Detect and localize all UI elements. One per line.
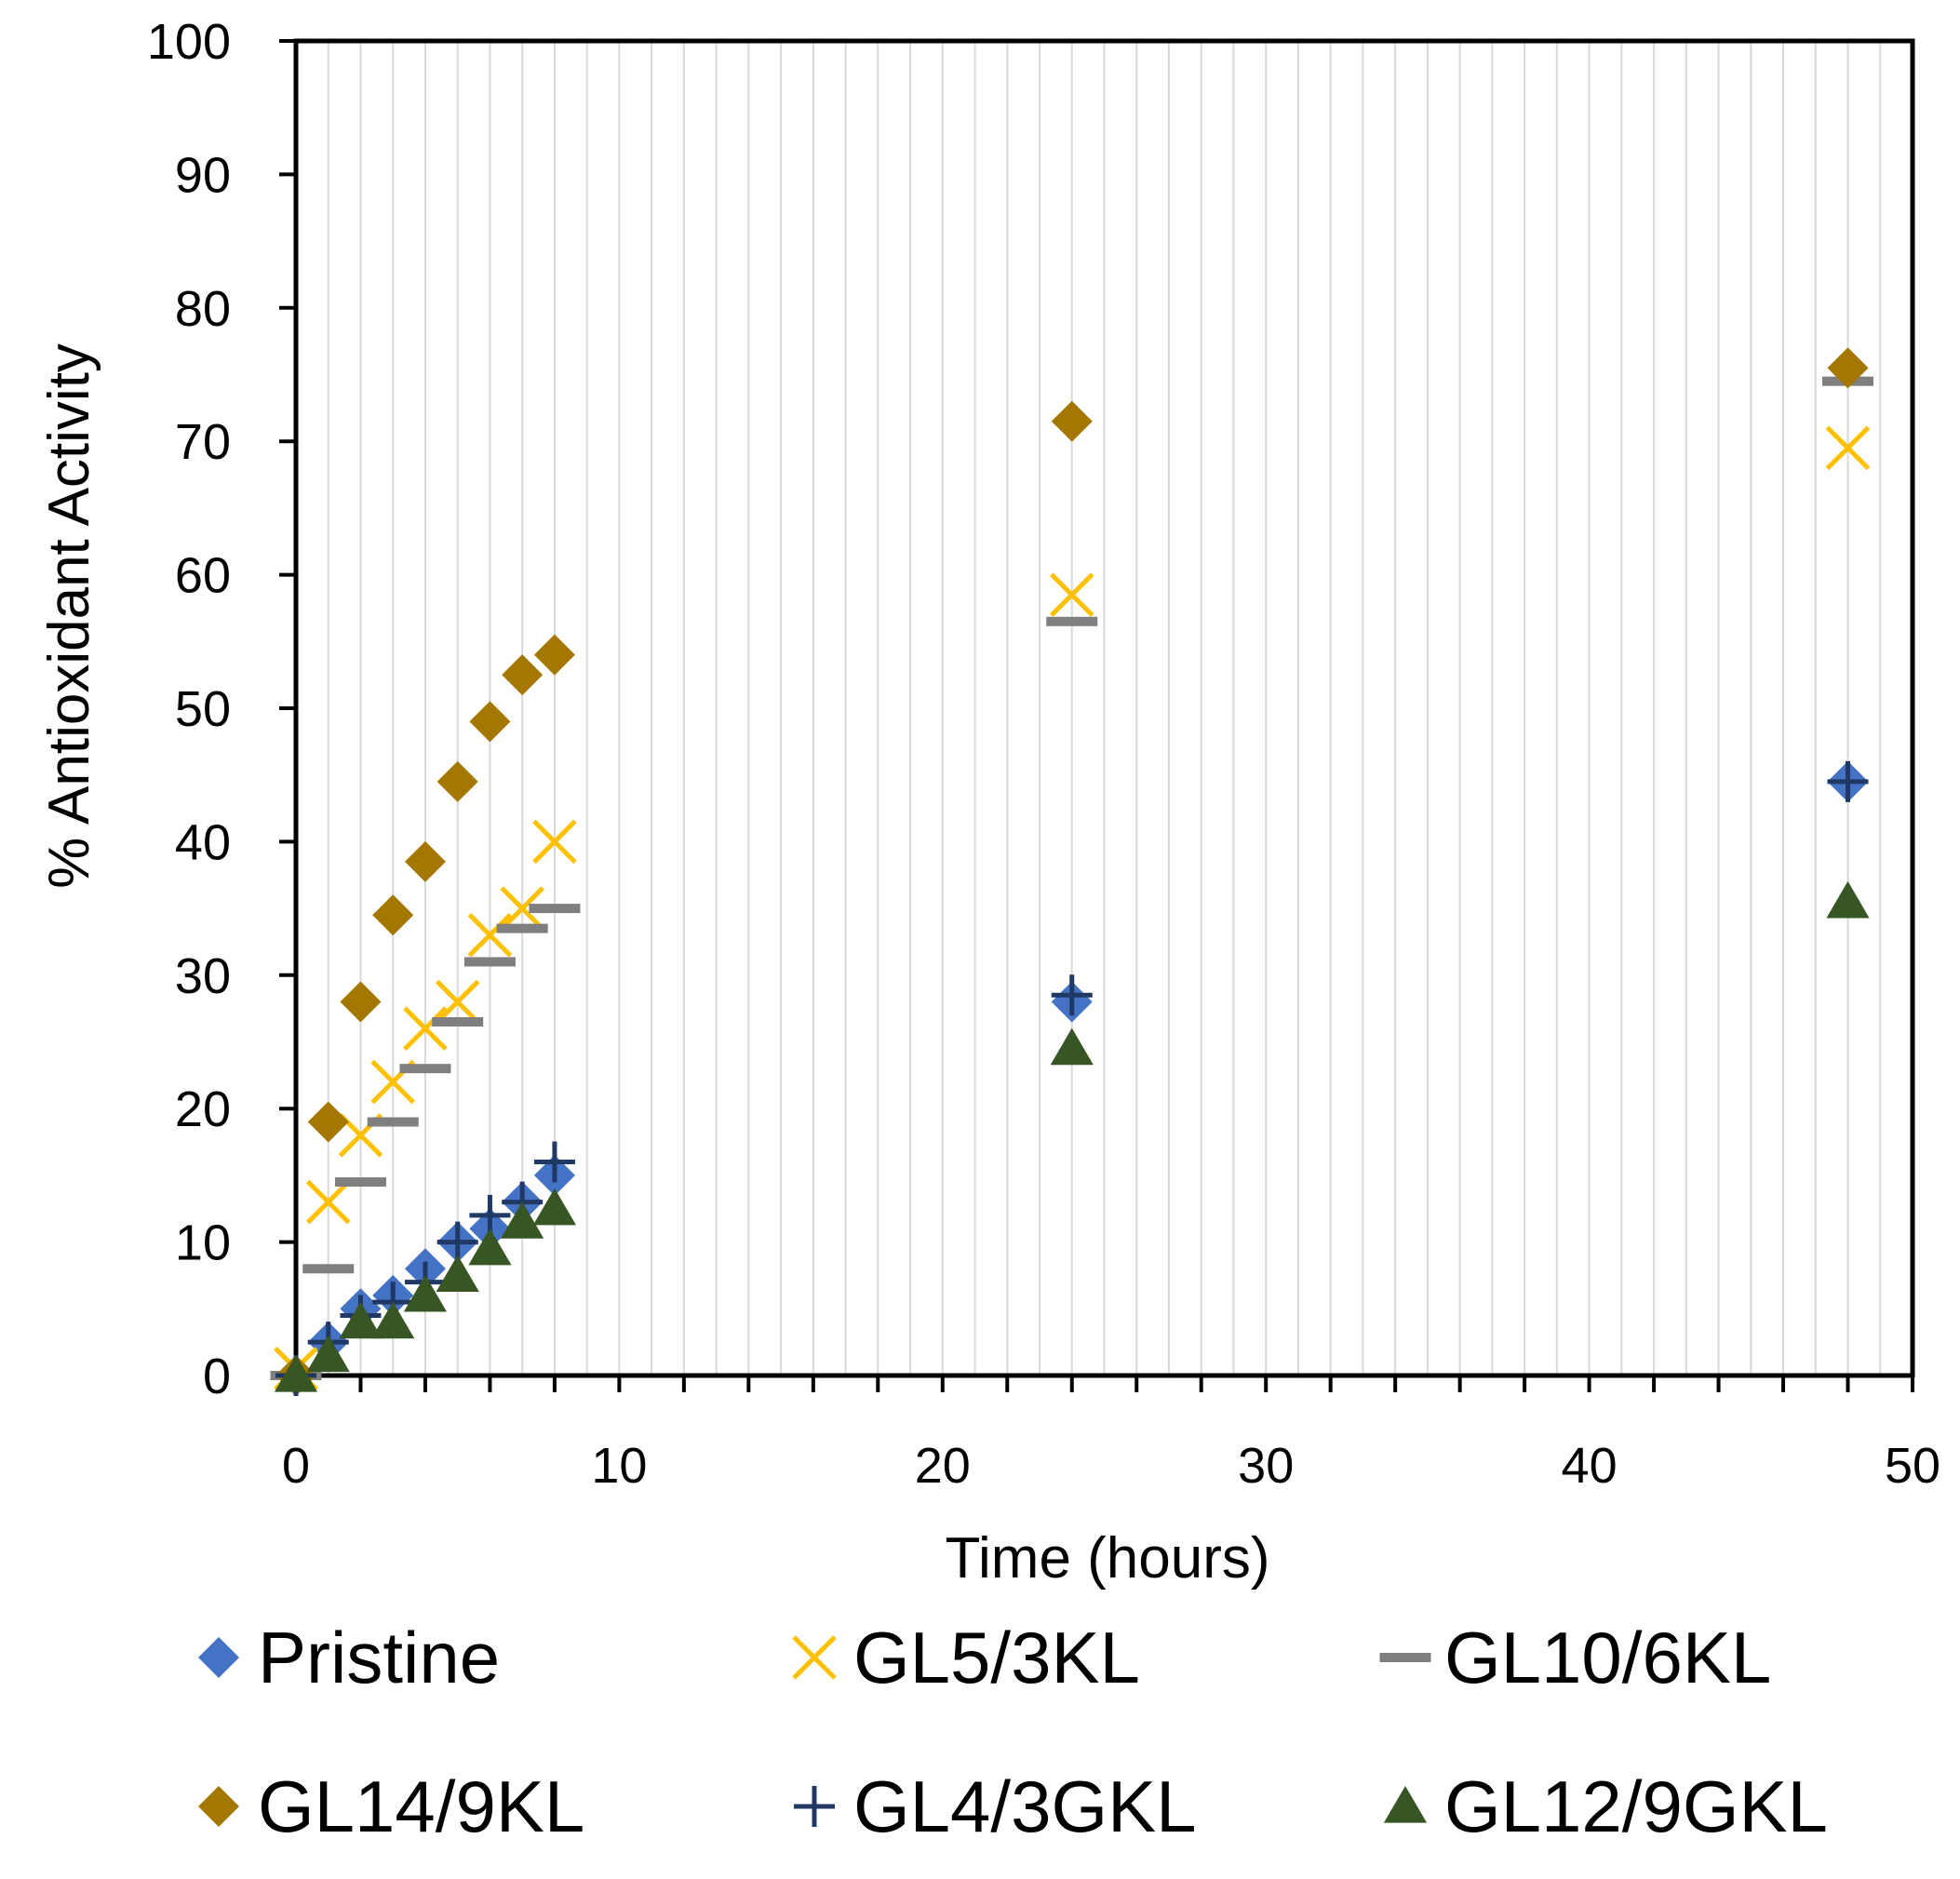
data-point <box>334 1177 386 1188</box>
legend-item: GL4/3GKL <box>794 1765 1197 1847</box>
data-point <box>501 1201 544 1239</box>
legend-marker <box>1379 1653 1431 1662</box>
y-tick-label: 30 <box>175 948 231 1004</box>
data-point <box>305 1179 351 1225</box>
data-point <box>435 979 480 1025</box>
data-point <box>1051 400 1093 442</box>
y-tick-label: 10 <box>175 1215 231 1271</box>
grid-lines <box>327 41 1882 1376</box>
y-axis-ticks: 0 10 20 30 40 50 60 70 80 90 100 <box>147 14 296 1404</box>
data-point <box>1051 974 1093 1016</box>
legend-item: GL10/6KL <box>1379 1617 1771 1698</box>
y-tick-label: 90 <box>175 147 231 203</box>
data-point <box>403 1274 448 1312</box>
data-point <box>1046 616 1098 626</box>
data-point <box>274 1355 318 1392</box>
legend-marker <box>792 1635 837 1680</box>
data-point <box>340 981 382 1023</box>
data-point <box>496 923 548 933</box>
data-point <box>432 1016 484 1027</box>
x-tick-label: 20 <box>915 1438 971 1494</box>
y-tick-label: 20 <box>175 1081 231 1137</box>
data-point <box>372 894 414 936</box>
y-tick-label: 40 <box>175 814 231 870</box>
legend-label: GL14/9KL <box>258 1765 584 1847</box>
data-point <box>529 904 581 914</box>
data-point <box>1827 760 1869 802</box>
data-point <box>371 1301 415 1339</box>
data-point <box>339 1301 383 1339</box>
legend-marker <box>794 1786 835 1827</box>
legend-item: Pristine <box>198 1617 500 1698</box>
x-axis-title: Time (hours) <box>945 1526 1269 1590</box>
data-point <box>502 654 544 696</box>
x-tick-label: 50 <box>1885 1438 1940 1494</box>
data-point <box>463 957 516 967</box>
data-point <box>306 1335 350 1373</box>
data-point <box>403 1006 448 1051</box>
legend-item: GL12/9GKL <box>1383 1765 1828 1847</box>
legend-marker <box>198 1786 239 1827</box>
y-tick-label: 0 <box>203 1349 231 1404</box>
y-tick-label: 60 <box>175 548 231 604</box>
series-gl12-9gkl <box>274 880 1870 1392</box>
x-tick-label: 40 <box>1562 1438 1618 1494</box>
data-point <box>500 886 544 931</box>
y-tick-label: 50 <box>175 681 231 737</box>
x-tick-label: 10 <box>591 1438 647 1494</box>
legend-marker <box>198 1637 239 1678</box>
data-point <box>1825 425 1871 471</box>
legend-label: GL4/3GKL <box>853 1765 1197 1847</box>
series-gl5-3kl <box>274 425 1871 1391</box>
legend-item: GL5/3KL <box>792 1617 1140 1698</box>
data-point <box>1827 347 1869 389</box>
y-tick-label: 70 <box>175 414 231 470</box>
legend-label: GL12/9GKL <box>1444 1765 1828 1847</box>
data-point <box>436 1255 479 1293</box>
data-point <box>533 634 575 676</box>
data-point <box>468 1228 512 1266</box>
y-tick-label: 100 <box>147 14 231 70</box>
x-tick-label: 0 <box>282 1438 310 1494</box>
legend-label: GL5/3KL <box>853 1617 1140 1698</box>
data-point <box>1050 1027 1094 1066</box>
data-point <box>399 1064 451 1074</box>
data-point <box>1826 880 1870 919</box>
data-point <box>469 701 511 743</box>
y-axis-title: % Antioxidant Activity <box>37 343 101 889</box>
data-point <box>367 1117 419 1127</box>
legend: Pristine GL5/3KL GL10/6KL GL14/9KL GL4/3GKL G… <box>198 1617 1828 1847</box>
legend-label: Pristine <box>258 1617 500 1698</box>
data-point <box>436 760 478 802</box>
x-tick-label: 30 <box>1238 1438 1294 1494</box>
legend-label: GL10/6KL <box>1444 1617 1771 1698</box>
data-point <box>533 1141 575 1183</box>
legend-marker <box>1383 1786 1428 1823</box>
data-point <box>467 913 513 958</box>
data-point <box>302 1264 355 1274</box>
data-point <box>404 840 446 882</box>
legend-item: GL14/9KL <box>198 1765 584 1847</box>
x-axis-ticks: 0 10 20 30 40 50 <box>282 1376 1940 1494</box>
y-tick-label: 80 <box>175 281 231 337</box>
data-point <box>1049 572 1094 617</box>
data-point <box>532 1188 577 1226</box>
data-point <box>532 819 577 865</box>
data-point <box>307 1101 349 1143</box>
data-points <box>270 347 1874 1396</box>
